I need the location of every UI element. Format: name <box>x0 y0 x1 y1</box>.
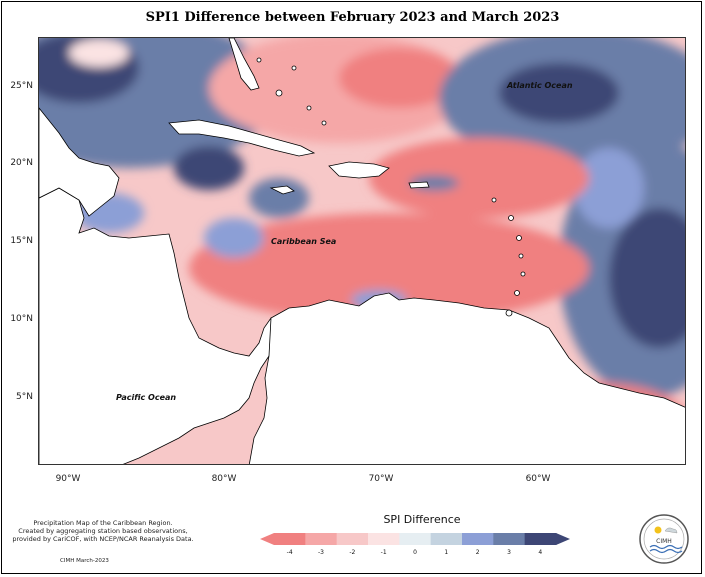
land-jamaica <box>269 185 295 195</box>
land-florida <box>228 38 260 91</box>
land-cuba <box>168 119 316 157</box>
legend-tick-label: 3 <box>507 549 511 556</box>
map-title: SPI1 Difference between February 2023 an… <box>145 10 560 25</box>
legend-arrow-high <box>556 533 570 545</box>
land-masses <box>39 38 685 464</box>
legend-tick-label: -3 <box>318 549 324 556</box>
cimh-logo: CIMH <box>639 514 689 564</box>
lon-tick-70w: 70°W <box>368 474 394 484</box>
credits-line-1: Precipitation Map of the Caribbean Regio… <box>33 519 173 527</box>
spi-patch-central-red <box>339 48 459 108</box>
spi-patch-honduras-blue <box>204 218 264 258</box>
spi-patch-east-light <box>574 148 644 228</box>
legend-swatch <box>462 533 494 545</box>
lon-tick-60w: 60°W <box>525 474 551 484</box>
spi-patch-gulf-pink <box>69 39 129 67</box>
legend-swatch <box>336 533 369 545</box>
spi-patch-caribbean-red <box>189 213 589 323</box>
label-caribbean-sea: Caribbean Sea <box>271 237 337 246</box>
legend-title: SPI Difference <box>383 513 461 526</box>
credit-date: CIMH March-2023 <box>60 558 109 564</box>
legend-swatch <box>493 533 526 545</box>
lat-tick-10n: 10°N <box>10 314 33 324</box>
land-hispaniola <box>328 161 390 179</box>
lat-tick-20n: 20°N <box>10 158 33 168</box>
land-south-america <box>248 292 685 464</box>
legend-swatch <box>399 533 432 545</box>
legend-swatch <box>524 533 557 545</box>
label-atlantic-ocean: Atlantic Ocean <box>507 81 573 90</box>
lon-tick-80w: 80°W <box>211 474 237 484</box>
lat-tick-5n: 5°N <box>16 392 33 402</box>
legend-arrow-low <box>260 533 274 545</box>
spi-patch-cuba-blue <box>174 146 244 190</box>
land-yucatan <box>39 107 120 217</box>
small-islands <box>256 57 526 317</box>
legend-tick-label: -1 <box>380 549 387 556</box>
credits-line-3: provided by CariCOF, with NCEP/NCAR Rean… <box>12 535 194 543</box>
spi-map <box>38 37 686 465</box>
legend-tick-label: 2 <box>475 549 480 556</box>
lat-tick-15n: 15°N <box>10 236 33 246</box>
legend-tick-label: 1 <box>444 549 449 556</box>
credits: Precipitation Map of the Caribbean Regio… <box>8 519 198 543</box>
legend-tick-label: 4 <box>538 549 543 556</box>
legend-swatch <box>430 533 463 545</box>
legend-colorbar <box>260 533 570 545</box>
legend-swatch <box>368 533 400 545</box>
legend-tick-label: -2 <box>349 549 356 556</box>
land-puerto-rico <box>408 181 430 189</box>
logo-text: CIMH <box>656 538 672 545</box>
credits-line-2: Created by aggregating station based obs… <box>18 527 188 535</box>
spi-patch-antilles-red <box>369 138 589 218</box>
lat-tick-25n: 25°N <box>10 81 33 91</box>
land-central-america <box>39 187 280 464</box>
spi-patch-jamaica-blue <box>249 178 309 218</box>
legend-swatch <box>274 533 306 545</box>
label-pacific-ocean: Pacific Ocean <box>116 393 177 402</box>
legend-tick-label: 0 <box>413 549 417 556</box>
spi-patch-atlantic-dark <box>499 63 619 123</box>
legend-tick-label: -4 <box>286 549 293 556</box>
lon-tick-90w: 90°W <box>55 474 81 484</box>
legend-swatch <box>305 533 338 545</box>
spi-patch-east-dark <box>609 208 685 348</box>
